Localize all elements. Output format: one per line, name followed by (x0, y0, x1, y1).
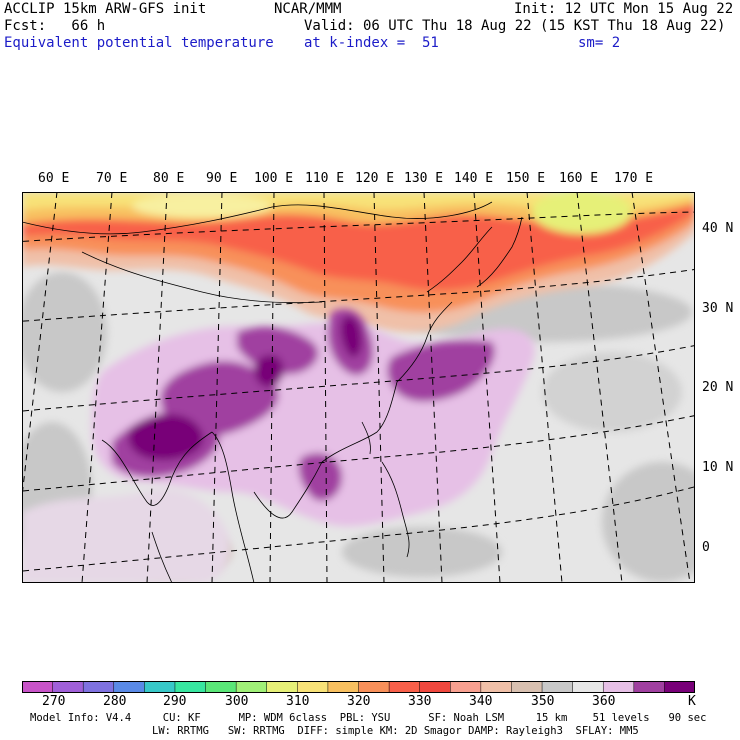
colorbar-cell (572, 681, 604, 693)
colorbar-cell (113, 681, 146, 693)
colorbar-cell (480, 681, 513, 693)
lat-label: 30 N (702, 301, 734, 316)
model-info-line2: LW: RRTMG SW: RRTMG DIFF: simple KM: 2D … (152, 725, 639, 737)
colorbar-cell (511, 681, 543, 693)
colorbar-cell (235, 681, 268, 693)
colorbar-cell (327, 681, 360, 693)
colorbar-cell (22, 681, 54, 693)
colorbar-tick-label: 270 (42, 694, 66, 709)
colorbar (22, 681, 695, 693)
colorbar-tick-label: 310 (286, 694, 310, 709)
colorbar-tick-label: 350 (531, 694, 555, 709)
colorbar-cell (82, 681, 115, 693)
colorbar-cell (602, 681, 635, 693)
colorbar-cell (541, 681, 574, 693)
colorbar-tick-label: 320 (347, 694, 371, 709)
lon-label: 80 E (153, 171, 185, 186)
coastlines (22, 201, 523, 583)
lon-label: 130 E (404, 171, 444, 186)
lon-label: 160 E (559, 171, 599, 186)
lon-label: 110 E (305, 171, 345, 186)
colorbar-cell (174, 681, 207, 693)
colorbar-tick-label: 300 (225, 694, 249, 709)
model-info-line1: Model Info: V4.4 CU: KF MP: WDM 6class P… (30, 712, 707, 724)
lon-label: 140 E (454, 171, 494, 186)
field-warm-band (22, 192, 695, 333)
lon-label: 60 E (38, 171, 70, 186)
colorbar-tick-label: 340 (469, 694, 493, 709)
lon-label: 90 E (206, 171, 238, 186)
colorbar-cell (266, 681, 299, 693)
colorbar-cell (419, 681, 452, 693)
colorbar-cell (205, 681, 237, 693)
colorbar-cell (144, 681, 176, 693)
lon-label: 150 E (506, 171, 546, 186)
lat-label: 0 (702, 540, 710, 555)
lat-label: 20 N (702, 380, 734, 395)
graticule (22, 192, 695, 583)
colorbar-unit: K (688, 694, 696, 709)
field-name: Equivalent potential temperature (4, 35, 274, 51)
lat-label: 10 N (702, 460, 734, 475)
colorbar-tick-label: 290 (163, 694, 187, 709)
lon-label: 170 E (614, 171, 654, 186)
field-moist-regions (22, 308, 535, 583)
colorbar-cell (297, 681, 329, 693)
lon-label: 70 E (96, 171, 128, 186)
map-frame (22, 192, 695, 583)
organization-label: NCAR/MMM (274, 1, 342, 17)
forecast-hour: Fcst: 66 h (4, 18, 106, 34)
colorbar-tick-label: 360 (592, 694, 616, 709)
smoothing-label: sm= 2 (578, 35, 621, 51)
colorbar-cell (633, 681, 666, 693)
colorbar-cell (358, 681, 390, 693)
init-time: Init: 12 UTC Mon 15 Aug 22 (514, 1, 734, 17)
colorbar-cell (664, 681, 695, 693)
lon-label: 120 E (355, 171, 395, 186)
lat-label: 40 N (702, 221, 734, 236)
colorbar-cell (388, 681, 421, 693)
colorbar-cell (52, 681, 84, 693)
model-level: at k-index = 51 (304, 35, 439, 51)
valid-time: Valid: 06 UTC Thu 18 Aug 22 (15 KST Thu … (304, 18, 726, 34)
model-title: ACCLIP 15km ARW-GFS init (4, 1, 207, 17)
colorbar-cell (450, 681, 482, 693)
lon-label: 100 E (254, 171, 294, 186)
colorbar-tick-label: 280 (103, 694, 127, 709)
colorbar-tick-label: 330 (408, 694, 432, 709)
theta-e-map (22, 192, 695, 583)
